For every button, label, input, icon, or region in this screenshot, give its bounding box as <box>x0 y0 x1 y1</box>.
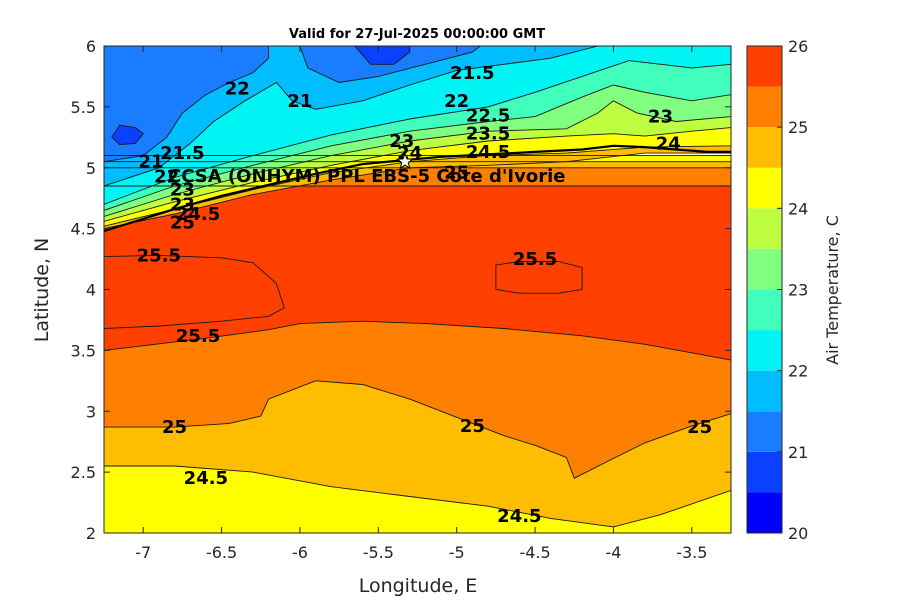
contour-label-11: 22 <box>444 91 469 112</box>
contour-label-20: 21 <box>138 152 163 173</box>
x-tick-label: -4.5 <box>519 543 550 562</box>
contour-line-6 <box>104 46 731 230</box>
contour-label-25: 24.5 <box>176 204 220 225</box>
y-tick-label: 2.5 <box>71 463 96 482</box>
colorbar-swatch-5 <box>747 289 782 331</box>
contour-label-22: 22 <box>154 166 179 187</box>
contour-label-26: 25 <box>170 213 195 234</box>
y-axis: 22.533.544.555.56 <box>71 37 731 543</box>
colorbar-label: Air Temperature, C <box>823 215 842 365</box>
colorbar-swatch-1 <box>747 451 782 493</box>
y-tick-label: 5 <box>86 159 96 178</box>
contour-line-16 <box>354 46 411 65</box>
contour-region-16 <box>354 46 410 65</box>
colorbar-tick-label: 25 <box>788 118 808 137</box>
x-tick-label: -5.5 <box>363 543 394 562</box>
colorbar: 20 21 22 23 24 25 26 <box>746 37 808 543</box>
contour-label-5: 25.5 <box>137 245 181 266</box>
contour-label-15: 23 <box>648 107 673 128</box>
contour-line-12 <box>104 46 598 187</box>
x-axis-label: Longitude, E <box>359 575 478 597</box>
plot-area: 25 25 2524.524.525.525.525.5222121.52222.5… <box>104 46 731 533</box>
contour-line-15 <box>111 124 144 146</box>
colorbar-tick-label: 22 <box>788 362 808 381</box>
site-star-icon <box>396 152 414 170</box>
contour-line-1 <box>104 161 731 528</box>
y-tick-label: 2 <box>86 524 96 543</box>
contour-label-0: 25 <box>162 417 187 438</box>
contour-label-13: 23.5 <box>466 124 510 145</box>
contour-label-14: 24.5 <box>466 142 510 163</box>
colorbar-tick-label: 20 <box>788 524 808 543</box>
contour-label-23: 23 <box>170 180 195 201</box>
contour-label-17: 23 <box>389 131 414 152</box>
x-tick-label: -7 <box>135 543 151 562</box>
contour-label-21: 21.5 <box>160 143 204 164</box>
colorbar-tick-label: 24 <box>788 199 808 218</box>
contour-line-7 <box>104 46 731 227</box>
contour-label-24: 23 <box>170 194 195 215</box>
site-label: CCSA (ONHYM) PPL EBS-5 Cote d'Ivorie <box>168 166 565 187</box>
colorbar-swatch-9 <box>747 127 782 168</box>
chart-title: Valid for 27-Jul-2025 00:00:00 GMT <box>289 27 545 42</box>
contour-label-6: 25.5 <box>176 326 220 347</box>
colorbar-swatch-7 <box>747 208 782 249</box>
colorbar-tick-label: 23 <box>788 281 808 300</box>
contour-line-9 <box>104 46 731 217</box>
contour-line-8 <box>104 46 731 222</box>
contour-line-2 <box>104 167 731 479</box>
colorbar-swatch-2 <box>747 411 782 452</box>
y-tick-label: 6 <box>86 37 96 56</box>
y-tick-label: 4 <box>86 281 96 300</box>
contour-label-16: 24 <box>656 133 681 154</box>
contour-line-4 <box>104 254 285 329</box>
contour-line-14 <box>299 46 481 83</box>
contour-line-3 <box>104 185 731 361</box>
contour-labels: 25 25 2524.524.525.525.525.5222121.52222.5… <box>137 63 713 527</box>
contour-label-2: 25 <box>687 417 712 438</box>
x-tick-label: -4 <box>605 543 621 562</box>
contour-region-4 <box>104 255 285 329</box>
colorbar-tick-label: 21 <box>788 443 808 462</box>
contour-region-15 <box>111 125 144 145</box>
x-tick-label: -3.5 <box>676 543 707 562</box>
colorbar-tick-label: 26 <box>788 37 808 56</box>
y-axis-label: Latitude, N <box>31 238 53 343</box>
contour-label-10: 21.5 <box>450 63 494 84</box>
colorbar-swatch-4 <box>747 330 782 371</box>
contour-label-9: 21 <box>287 91 312 112</box>
y-tick-label: 5.5 <box>71 98 96 117</box>
contour-label-12: 22.5 <box>466 105 510 126</box>
site-marker <box>396 152 414 170</box>
contour-line-11 <box>104 46 731 205</box>
x-tick-label: -5 <box>449 543 465 562</box>
contour-lines <box>104 46 731 533</box>
contour-region-5 <box>495 261 583 294</box>
colorbar-swatch-10 <box>747 86 782 128</box>
colorbar-swatch-0 <box>747 492 782 533</box>
x-tick-label: -6.5 <box>206 543 237 562</box>
colorbar-swatch-3 <box>747 370 782 412</box>
y-tick-label: 3 <box>86 402 96 421</box>
temperature-contour-fills <box>104 46 731 533</box>
colorbar-swatch-11 <box>747 46 782 87</box>
colorbar-swatch-8 <box>747 167 782 209</box>
contour-label-7: 25.5 <box>513 249 557 270</box>
x-axis: -7 -6.5 -6 -5.5 -5 -4.5 -4 -3.5 <box>135 46 707 562</box>
x-tick-label: -6 <box>292 543 308 562</box>
y-tick-label: 3.5 <box>71 341 96 360</box>
contour-line-5 <box>495 261 583 294</box>
contour-label-3: 24.5 <box>184 468 228 489</box>
contour-label-8: 22 <box>225 79 250 100</box>
y-tick-label: 4.5 <box>71 220 96 239</box>
contour-label-1: 25 <box>460 416 485 437</box>
colorbar-swatch-6 <box>747 248 782 290</box>
contour-label-19: 25 <box>444 163 469 184</box>
contour-region-13 <box>104 46 269 162</box>
contour-label-4: 24.5 <box>497 506 541 527</box>
coastline <box>104 144 731 233</box>
contour-line-10 <box>104 46 731 211</box>
contour-line-13 <box>104 46 270 163</box>
